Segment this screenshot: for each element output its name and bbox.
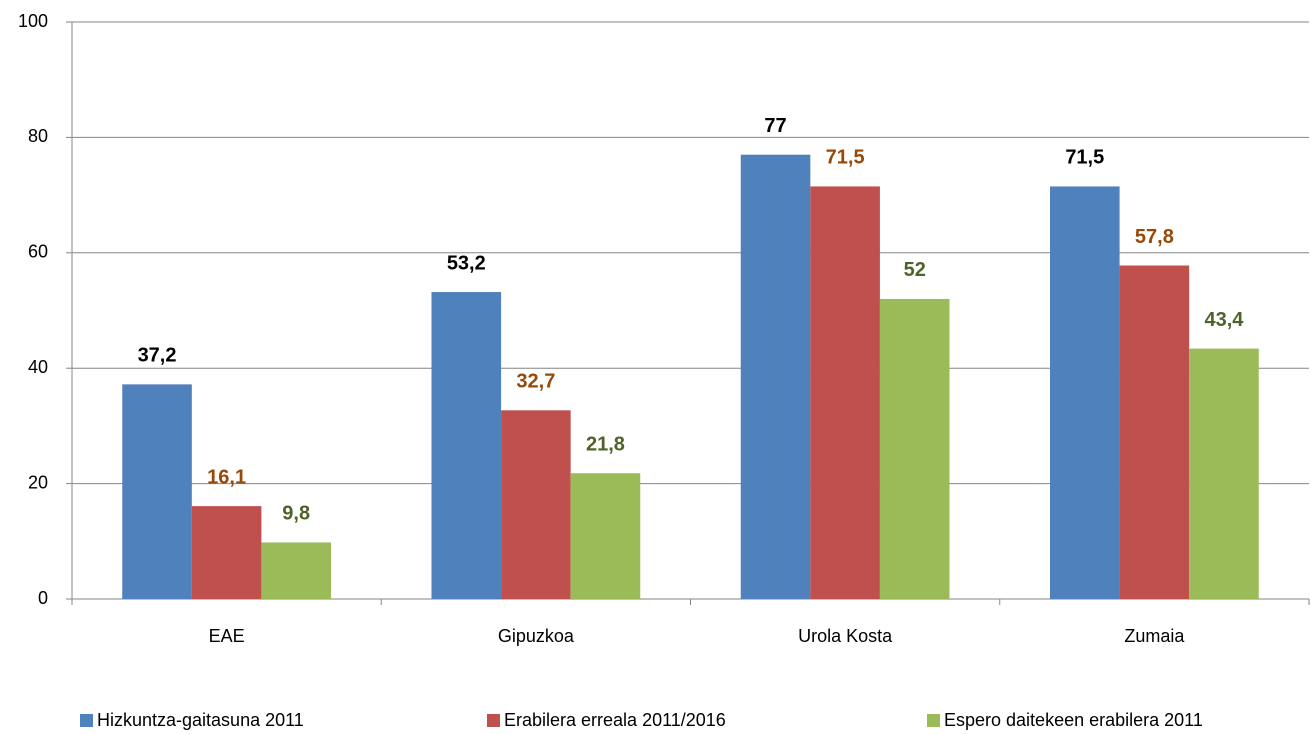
legend-label: Erabilera erreala 2011/2016 (504, 710, 726, 730)
y-tick-label: 100 (18, 11, 48, 31)
value-label: 77 (764, 115, 786, 137)
value-label: 32,7 (516, 371, 555, 393)
bar (1189, 348, 1259, 599)
bar (740, 154, 811, 599)
bar (431, 292, 502, 599)
value-label: 53,2 (447, 252, 486, 274)
value-label: 37,2 (138, 345, 177, 367)
legend-swatch (80, 714, 93, 727)
value-label: 9,8 (282, 503, 310, 525)
value-label: 52 (904, 259, 926, 281)
value-label: 21,8 (586, 433, 625, 455)
legend-label: Hizkuntza-gaitasuna 2011 (97, 710, 304, 730)
y-tick-label: 0 (38, 588, 48, 608)
bar (191, 506, 262, 599)
legend-swatch (487, 714, 500, 727)
x-tick-label: Urola Kosta (798, 626, 893, 646)
y-tick-label: 80 (28, 126, 48, 146)
value-label: 57,8 (1135, 226, 1174, 248)
bar (1119, 265, 1190, 599)
y-tick-label: 60 (28, 242, 48, 262)
bar (261, 542, 331, 599)
legend-label: Espero daitekeen erabilera 2011 (944, 710, 1203, 730)
bar (122, 384, 192, 599)
x-tick-label: Gipuzkoa (498, 626, 575, 646)
y-tick-label: 40 (28, 357, 48, 377)
bar (501, 410, 571, 599)
value-label: 43,4 (1204, 309, 1244, 331)
value-label: 71,5 (1065, 147, 1104, 169)
bar (810, 186, 880, 599)
bar (1050, 186, 1120, 599)
x-tick-label: EAE (209, 626, 245, 646)
value-label: 71,5 (826, 147, 865, 169)
x-tick-label: Zumaia (1124, 626, 1185, 646)
bar (879, 298, 950, 599)
legend-swatch (927, 714, 940, 727)
y-tick-label: 20 (28, 472, 48, 492)
value-label: 16,1 (207, 466, 246, 488)
bar (570, 473, 641, 599)
